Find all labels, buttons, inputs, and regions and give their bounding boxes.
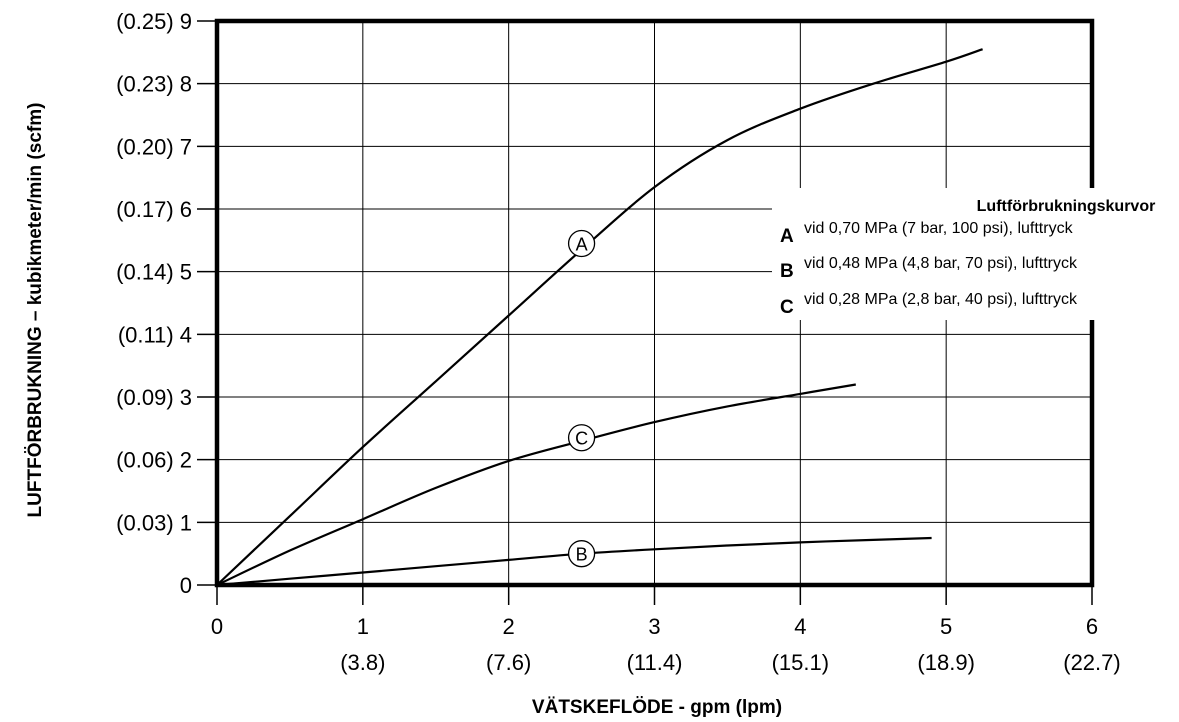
x-tick-sublabel: (15.1): [772, 650, 829, 675]
legend-key-c: C: [780, 297, 794, 318]
x-tick-sublabel: (18.9): [917, 650, 974, 675]
legend-key-a: A: [780, 226, 794, 247]
x-tick-label: 0: [211, 614, 223, 639]
x-tick-label: 6: [1086, 614, 1098, 639]
y-tick-label: 0: [180, 573, 192, 598]
x-tick-label: 1: [357, 614, 369, 639]
y-tick-label: (0.03) 1: [116, 510, 192, 535]
curve-c: [216, 383, 856, 586]
x-tick-sublabel: (22.7): [1063, 650, 1120, 675]
y-tick-label: (0.20) 7: [116, 134, 192, 159]
y-tick-label: (0.23) 8: [116, 72, 192, 97]
y-tick-label: (0.11) 4: [118, 322, 192, 347]
x-tick-label: 5: [940, 614, 952, 639]
legend-title: Luftförbrukningskurvor: [977, 198, 1156, 215]
legend-background: [772, 188, 1172, 320]
y-tick-label: (0.09) 3: [116, 385, 192, 410]
y-axis-title: LUFTFÖRBRUKNING – kubikmeter/min (scfm): [25, 103, 46, 518]
curve-tag-a-circle: [567, 229, 596, 258]
y-tick-label: (0.25) 9: [116, 9, 192, 34]
x-tick-label: 2: [503, 614, 515, 639]
legend-text-c: vid 0,28 MPa (2,8 bar, 40 psi), lufttryc…: [804, 291, 1078, 308]
x-tick-label: 4: [794, 614, 806, 639]
y-tick-label: (0.06) 2: [116, 448, 192, 473]
curve-tags: A B C: [567, 229, 596, 568]
curve-tag-b: B: [576, 545, 588, 565]
curve-tag-c-circle: [567, 424, 596, 452]
x-tick-sublabel: (3.8): [340, 650, 385, 675]
y-tick-label: (0.17) 6: [116, 197, 192, 222]
x-tick-sublabel: (11.4): [627, 650, 683, 675]
x-tick-sublabel: (7.6): [486, 650, 531, 675]
legend-text-a: vid 0,70 MPa (7 bar, 100 psi), lufttryck: [804, 220, 1074, 237]
legend-text-b: vid 0,48 MPa (4,8 bar, 70 psi), lufttryc…: [804, 255, 1078, 272]
axis-ticks: 0 (0.03) 1 (0.06) 2 (0.09) 3 (0.11) 4 (0.14) …: [116, 9, 1121, 675]
curve-tag-b-circle: [567, 540, 596, 568]
x-axis-title: VÄTSKEFLÖDE - gpm (lpm): [532, 697, 782, 718]
curve-tag-c: C: [575, 429, 588, 449]
curve-tag-a: A: [576, 234, 588, 254]
legend-key-b: B: [780, 261, 794, 282]
x-tick-label: 3: [648, 614, 660, 639]
y-tick-label: (0.14) 5: [116, 260, 192, 285]
legend: Luftförbrukningskurvor A vid 0,70 MPa (7…: [772, 188, 1172, 320]
